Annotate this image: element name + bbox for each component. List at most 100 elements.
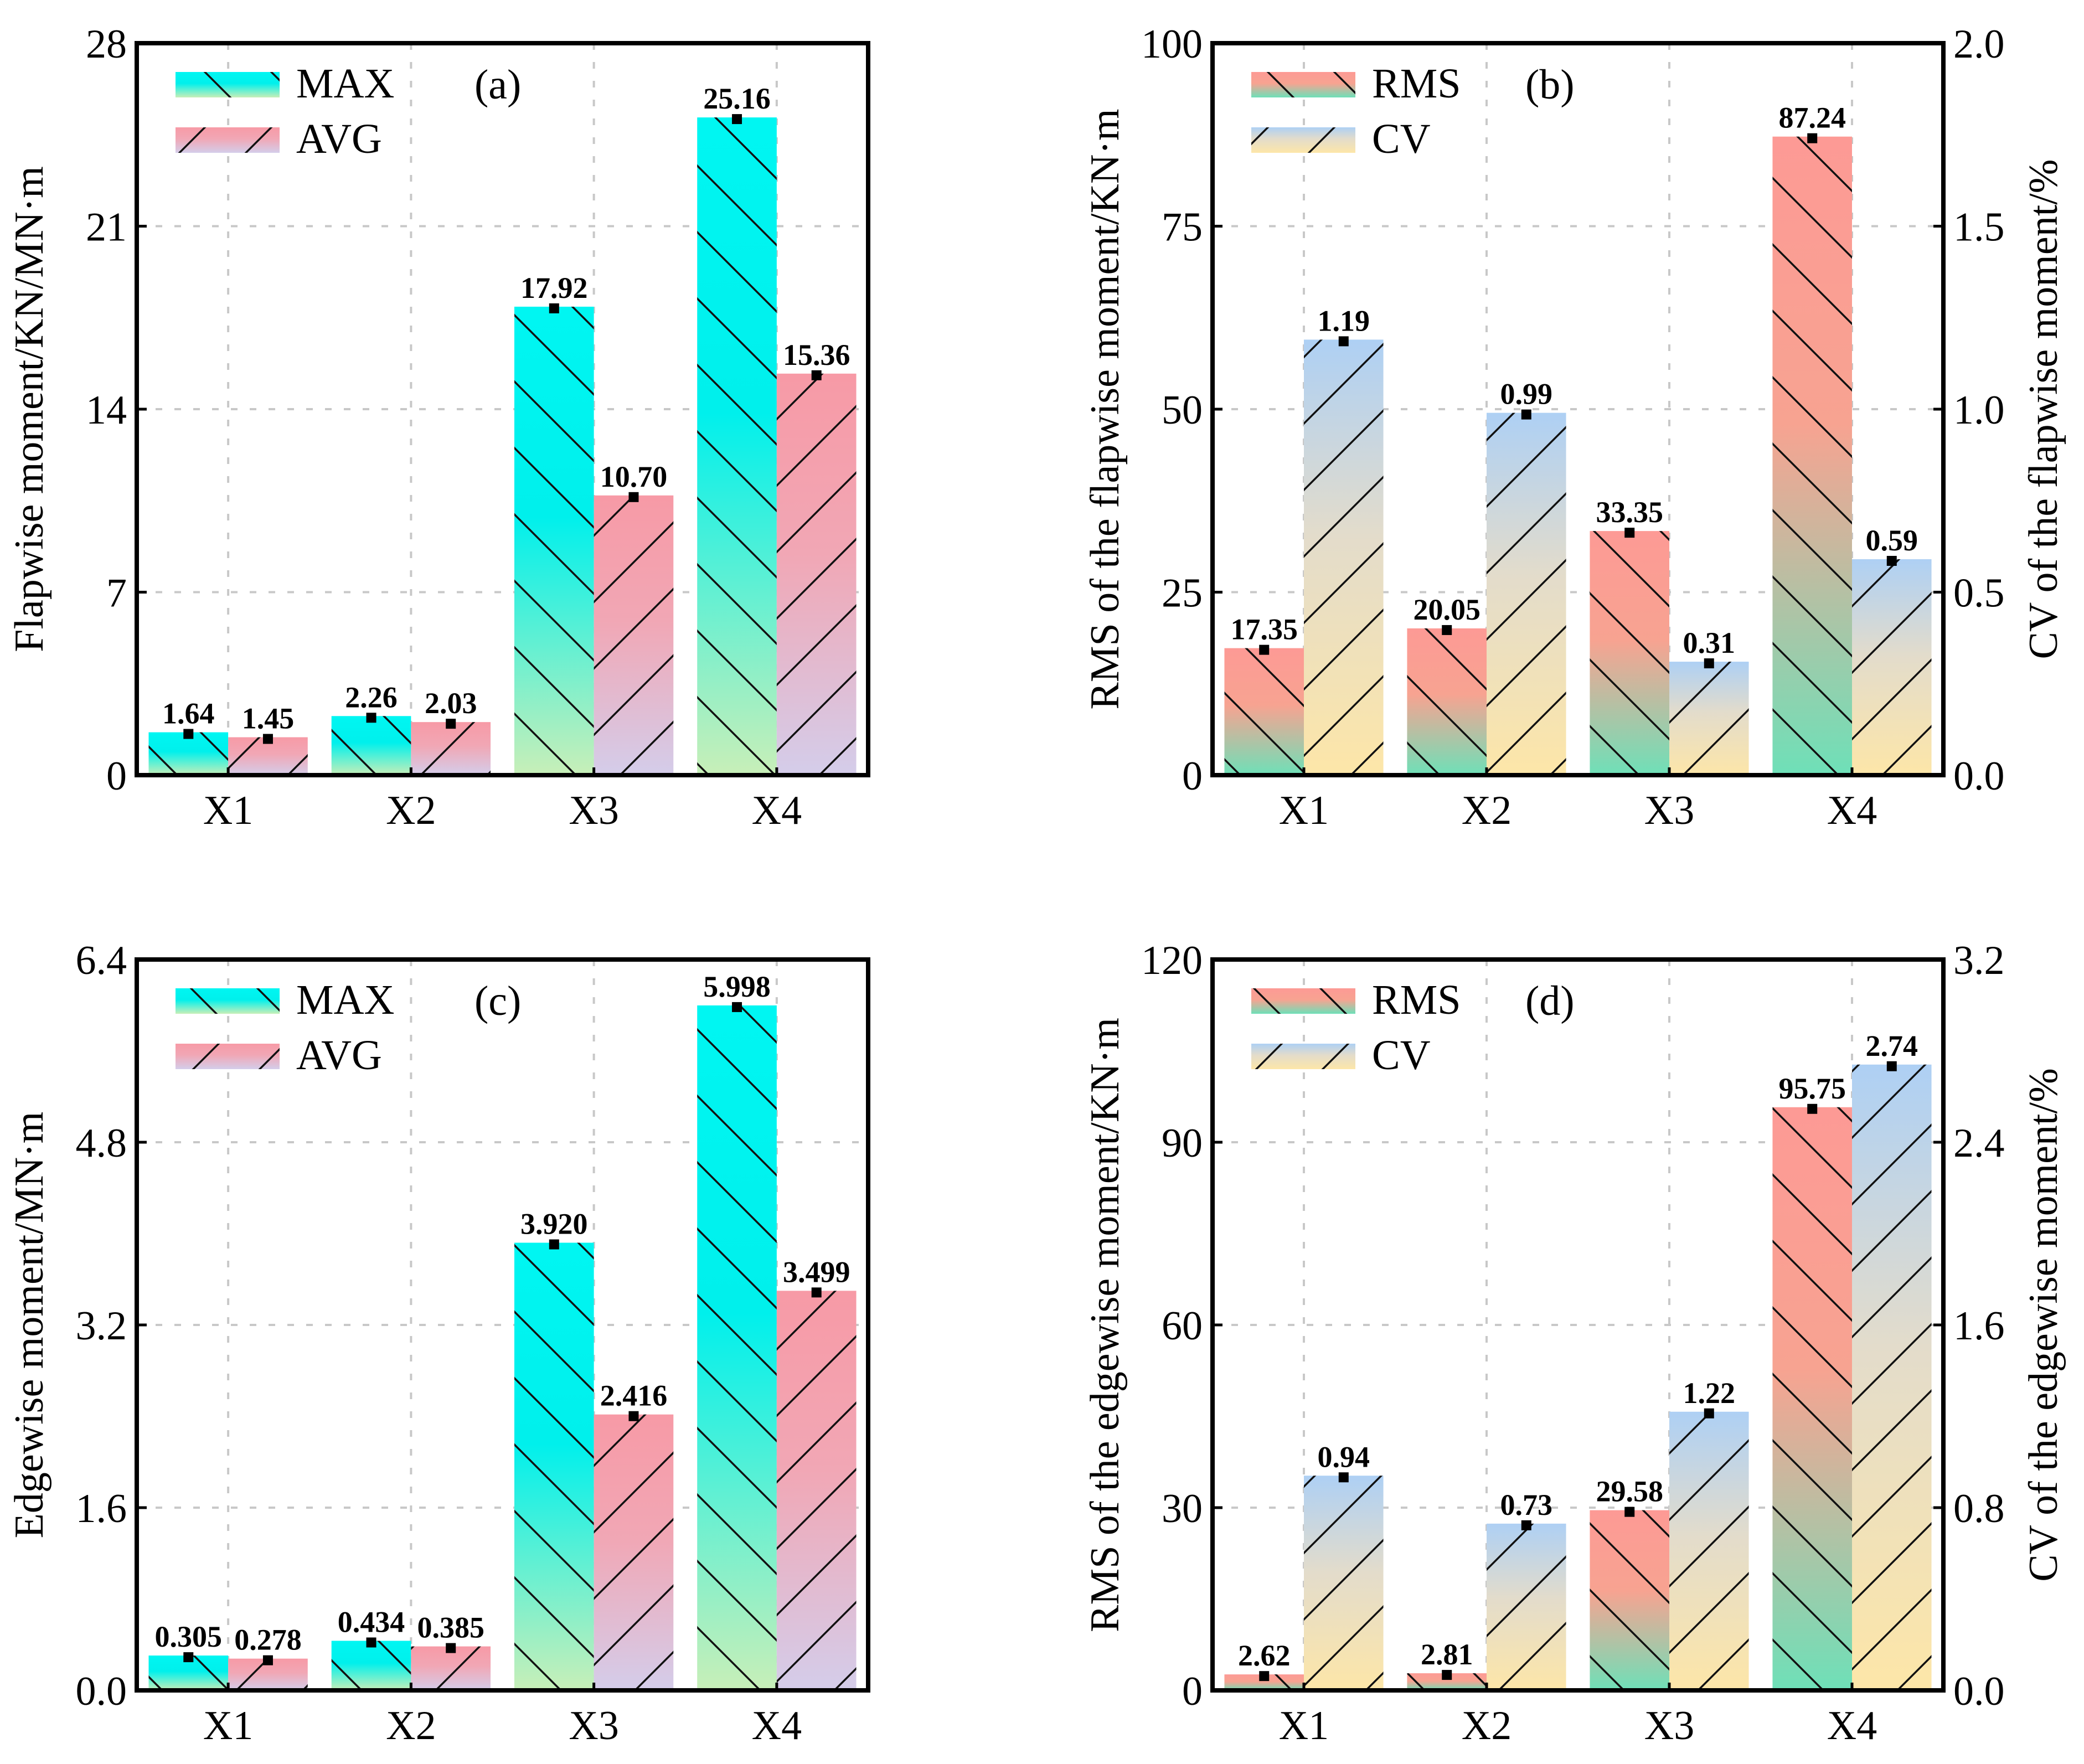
data-label: 1.22 — [1683, 1376, 1736, 1410]
value-marker — [1259, 1671, 1270, 1682]
x-tick-label: X3 — [1644, 788, 1694, 833]
y-tick-label: 28 — [86, 22, 127, 67]
legend-swatch-hatch — [1251, 72, 1355, 97]
data-label: 3.920 — [520, 1208, 588, 1241]
y2-tick-label: 1.6 — [1953, 1303, 2005, 1349]
legend-label: AVG — [296, 1032, 382, 1079]
value-marker — [1704, 1408, 1714, 1419]
y2-axis-title: CV of the flapwise moment/% — [2021, 159, 2066, 659]
legend-item-rms: RMS — [1251, 60, 1461, 107]
data-label: 0.385 — [417, 1611, 484, 1644]
bar-hatch — [697, 1005, 777, 1690]
axes-frame — [1210, 41, 1946, 777]
x-tick-label: X4 — [1827, 1703, 1877, 1748]
x-tick-label: X3 — [569, 788, 618, 833]
data-label: 29.58 — [1596, 1475, 1663, 1508]
bar-hatch — [1772, 1107, 1852, 1690]
legend-item-rms: RMS — [1251, 977, 1461, 1023]
bar-hatch — [1772, 136, 1852, 775]
data-label: 25.16 — [703, 82, 771, 115]
bar-hatch — [594, 495, 674, 775]
y-tick-label: 30 — [1162, 1486, 1203, 1531]
data-label: 1.19 — [1318, 304, 1370, 337]
data-label: 95.75 — [1778, 1072, 1846, 1105]
data-label: 87.24 — [1778, 101, 1846, 135]
legend-item-avg: AVG — [176, 1032, 382, 1079]
legend-label: RMS — [1372, 977, 1461, 1023]
value-marker — [446, 1643, 456, 1653]
y2-tick-label: 0.8 — [1953, 1486, 2005, 1531]
bar-hatch — [411, 722, 491, 775]
data-label: 0.99 — [1500, 378, 1553, 411]
x-tick-label: X4 — [752, 1703, 802, 1748]
bar-hatch — [1669, 1411, 1749, 1690]
value-marker — [1704, 658, 1714, 669]
bar-hatch — [1487, 1523, 1566, 1690]
y-tick-label: 4.8 — [76, 1121, 127, 1166]
legend-swatch-hatch — [1251, 127, 1355, 153]
y-tick-label: 120 — [1141, 938, 1203, 983]
x-tick-label: X1 — [1279, 1703, 1329, 1748]
bar-hatch — [331, 716, 411, 775]
y-tick-label: 14 — [86, 388, 127, 433]
bar-hatch — [1407, 628, 1487, 775]
data-label: 2.26 — [345, 680, 398, 714]
x-tick-label: X1 — [203, 788, 253, 833]
legend-label: MAX — [296, 60, 394, 107]
x-tick-label: X2 — [1462, 1703, 1512, 1748]
data-label: 0.31 — [1683, 626, 1736, 659]
x-tick-label: X4 — [752, 788, 802, 833]
x-tick-label: X1 — [203, 1703, 253, 1748]
y-tick-label: 50 — [1162, 388, 1203, 433]
bar-hatch — [514, 306, 594, 775]
data-label: 1.64 — [162, 697, 215, 730]
value-marker — [1442, 1670, 1452, 1680]
data-label: 3.499 — [783, 1255, 850, 1288]
y2-tick-label: 2.4 — [1953, 1121, 2005, 1166]
y-tick-label: 90 — [1162, 1121, 1203, 1166]
bar-hatch — [1487, 412, 1566, 775]
y2-tick-label: 0.5 — [1953, 571, 2005, 616]
y-tick-label: 75 — [1162, 205, 1203, 250]
legend-label: AVG — [296, 116, 382, 162]
axes-frame — [1210, 957, 1946, 1693]
x-tick-label: X3 — [1644, 1703, 1694, 1748]
bar-hatch — [331, 1641, 411, 1690]
value-marker — [1338, 336, 1349, 347]
value-marker — [732, 114, 742, 125]
value-marker — [1807, 133, 1818, 143]
data-label: 2.03 — [425, 687, 477, 720]
bar-hatch — [594, 1414, 674, 1690]
legend-item-avg: AVG — [176, 116, 382, 162]
y-axis-title: RMS of the edgewise moment/KN·m — [1082, 1018, 1128, 1632]
bar-hatch — [1852, 559, 1932, 775]
legend-swatch-hatch — [1251, 1044, 1355, 1069]
x-tick-label: X2 — [1462, 788, 1512, 833]
data-label: 10.70 — [600, 460, 668, 493]
data-label: 0.278 — [234, 1623, 302, 1657]
value-marker — [1624, 528, 1635, 538]
y-tick-label: 6.4 — [76, 938, 127, 983]
bar-hatch — [697, 117, 777, 775]
panel-b: 0 25 50 75 100 0.0 0.5 1.0 1.5 2.0 17.35 20.05 33.35… — [1082, 22, 2066, 833]
value-marker — [1624, 1507, 1635, 1517]
bar-hatch — [1304, 339, 1384, 775]
bar-hatch — [1224, 648, 1304, 775]
panel-tag: (a) — [474, 61, 521, 108]
y-tick-label: 25 — [1162, 571, 1203, 616]
data-label: 15.36 — [783, 338, 850, 372]
bar-hatch — [776, 373, 857, 775]
y-tick-label: 0 — [106, 754, 127, 799]
y-tick-label: 0 — [1182, 754, 1203, 799]
y-axis-title: Edgewise moment/MN·m — [7, 1112, 52, 1539]
bar-hatch — [1590, 1510, 1669, 1690]
panel-tag: (d) — [1525, 978, 1575, 1024]
y2-tick-label: 0.0 — [1953, 1669, 2005, 1714]
y-axis-title: Flapwise moment/KN/MN·m — [7, 166, 52, 652]
y2-tick-label: 2.0 — [1953, 22, 2005, 67]
data-label: 17.92 — [520, 271, 588, 305]
data-label: 2.74 — [1866, 1029, 1918, 1062]
bar-hatch — [1304, 1476, 1384, 1690]
data-label: 0.305 — [155, 1620, 223, 1653]
